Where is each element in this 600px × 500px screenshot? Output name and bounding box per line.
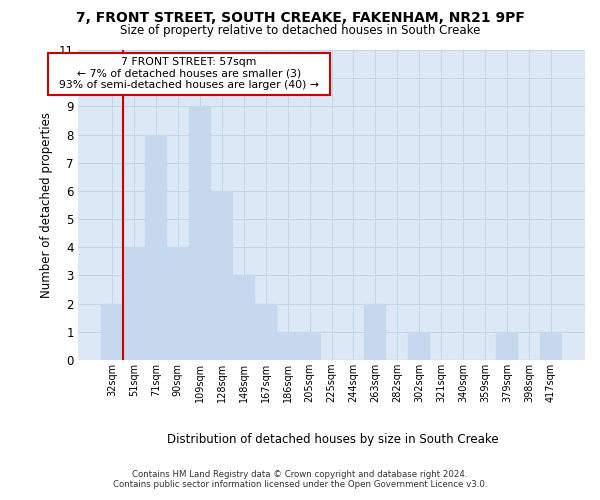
- Bar: [211, 191, 233, 360]
- Text: Size of property relative to detached houses in South Creake: Size of property relative to detached ho…: [120, 24, 480, 37]
- Bar: [167, 248, 189, 360]
- Y-axis label: Number of detached properties: Number of detached properties: [40, 112, 53, 298]
- Bar: [123, 248, 145, 360]
- Text: 7, FRONT STREET, SOUTH CREAKE, FAKENHAM, NR21 9PF: 7, FRONT STREET, SOUTH CREAKE, FAKENHAM,…: [76, 11, 524, 25]
- Text: Distribution of detached houses by size in South Creake: Distribution of detached houses by size …: [167, 432, 499, 446]
- Bar: [277, 332, 299, 360]
- Text: Contains HM Land Registry data © Crown copyright and database right 2024.
Contai: Contains HM Land Registry data © Crown c…: [113, 470, 487, 489]
- Bar: [254, 304, 277, 360]
- Bar: [233, 276, 254, 360]
- Bar: [409, 332, 430, 360]
- Bar: [299, 332, 320, 360]
- Bar: [101, 304, 123, 360]
- Bar: [145, 134, 167, 360]
- Text: 7 FRONT STREET: 57sqm  
  ← 7% of detached houses are smaller (3)  
  93% of sem: 7 FRONT STREET: 57sqm ← 7% of detached h…: [52, 57, 326, 90]
- Bar: [540, 332, 562, 360]
- Bar: [496, 332, 518, 360]
- Bar: [364, 304, 386, 360]
- Bar: [189, 106, 211, 360]
